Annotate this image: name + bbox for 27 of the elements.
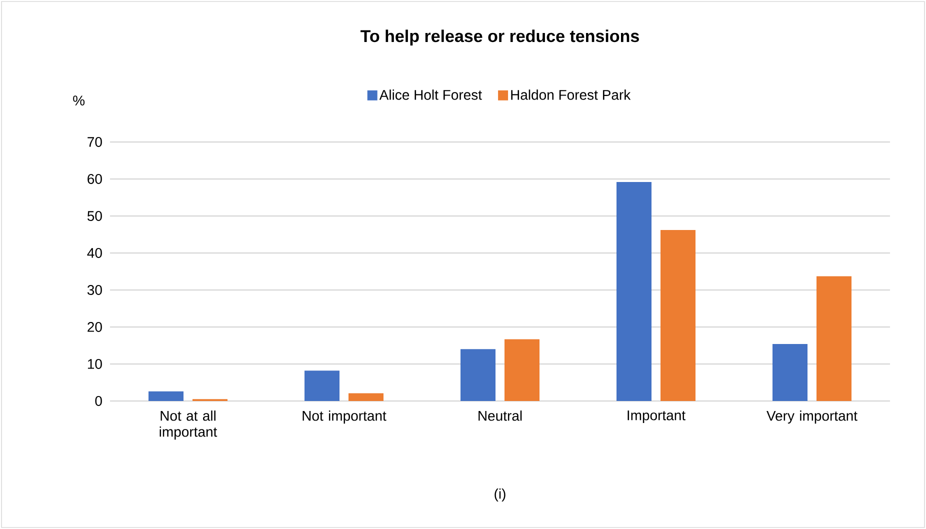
text: (i) (494, 488, 506, 502)
y-tick-label: 20 (88, 322, 102, 332)
x-tick-label: Neutral (478, 410, 522, 421)
legend-label: Haldon Forest Park (511, 90, 631, 100)
bar (660, 230, 696, 401)
y-tick-label: 30 (87, 285, 102, 295)
y-tick-label: 60 (88, 174, 102, 184)
x-tick-label: Not important (302, 410, 386, 424)
y-tick-label: 0 (95, 396, 102, 406)
bar (504, 339, 540, 401)
bar (148, 391, 184, 401)
y-tick-label: 40 (87, 248, 102, 258)
bar (816, 276, 852, 401)
bar (616, 182, 652, 401)
y-axis-title: % (73, 96, 85, 106)
legend-label: Alice Holt Forest (379, 90, 482, 100)
bar (772, 344, 808, 401)
y-tick-label: 50 (87, 211, 102, 221)
x-tick-label: Very important (766, 410, 858, 424)
bar (460, 349, 496, 401)
y-tick-label: 10 (88, 359, 102, 369)
x-tick-label: Important (628, 410, 686, 424)
bar (348, 393, 384, 401)
x-tick-label: Not at all important (160, 410, 218, 440)
y-tick-label: 70 (88, 137, 102, 147)
bar (304, 370, 340, 401)
chart-title: To help release or reduce tensions (360, 30, 639, 46)
